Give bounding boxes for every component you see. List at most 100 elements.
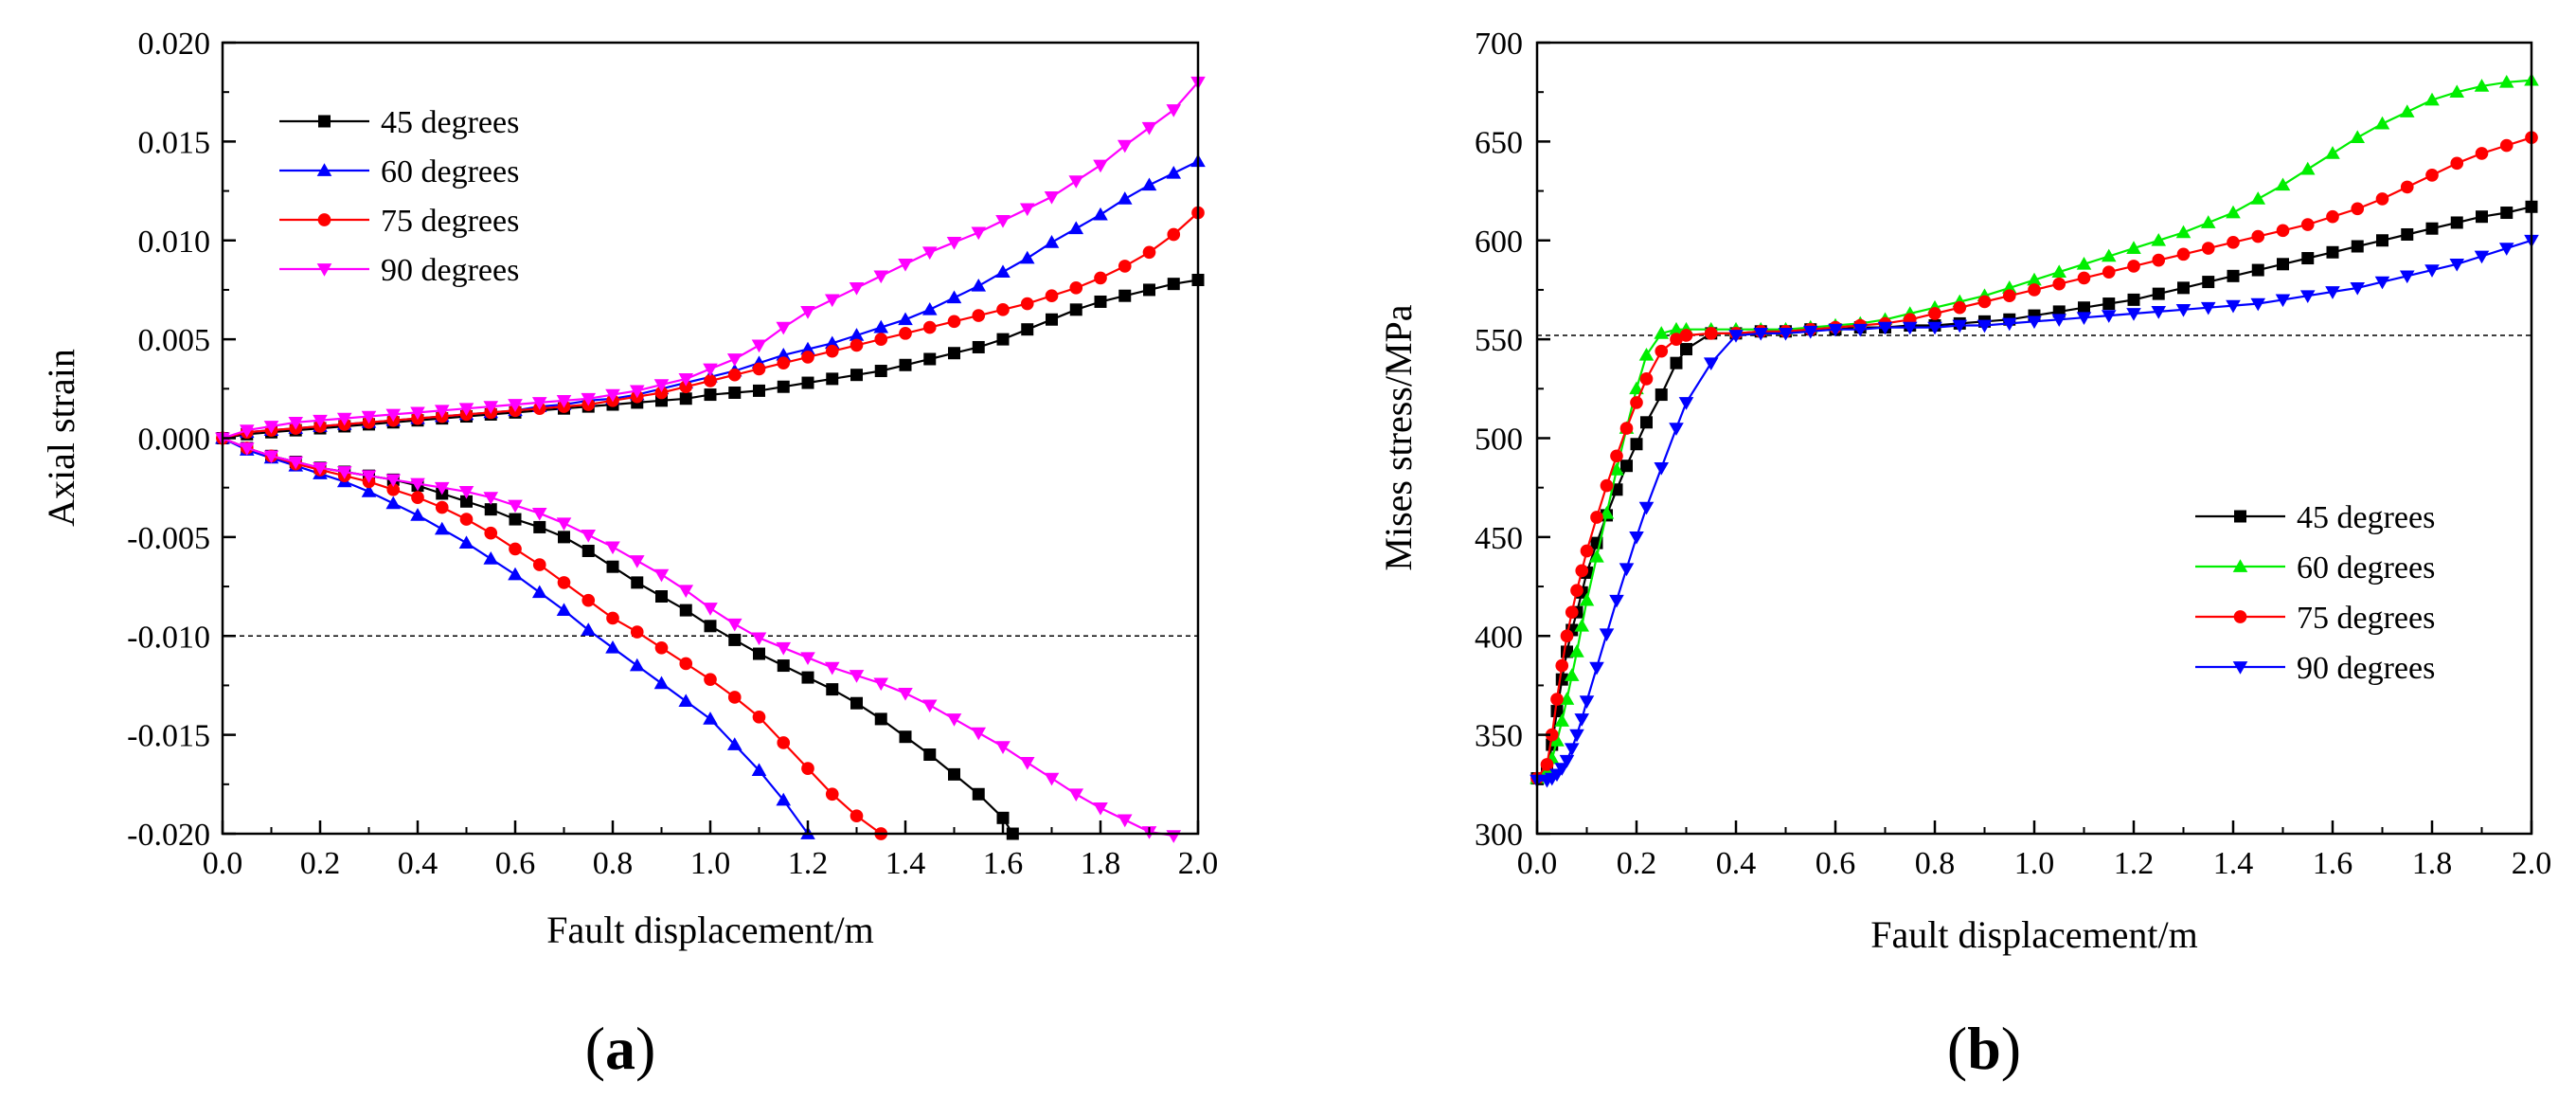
panel-a-series-3-point [1141,121,1157,135]
panel-a-x-tick-label: 0.2 [300,846,341,881]
panel-a-series-0-point [850,696,863,710]
panel-b-series-3-point [2226,299,2241,314]
panel-a-legend-label: 45 degrees [381,105,519,140]
panel-a-series-0-point [655,590,668,603]
panel-a-series-0-point [484,503,497,516]
panel-b-x-tick-label: 1.4 [2213,846,2254,881]
panel-a-label: (a) [585,1015,656,1082]
panel-a-legend-swatch-marker [316,263,332,277]
panel-a-series-2-point [1118,260,1132,273]
panel-a-series-0-point [509,513,522,526]
panel-a-series-0-point [1118,289,1132,302]
panel-a-series-0-point [777,659,790,673]
panel-b-series-0-point [2500,207,2513,220]
panel-a-series-0-point [606,560,619,573]
panel-b-series-3-point [1654,461,1670,476]
panel-a-series-3-point [751,632,767,646]
panel-a-series-2-point [704,374,717,387]
panel-a-series-3-point [921,246,938,261]
panel-a-series-3-point [873,270,889,284]
panel-a-series-3-point [849,282,865,296]
panel-b-ticks-layer: 0.0 0.2 0.4 0.6 0.8 1.0 1.2 1.4 1.6 1.8 2.0 300 350 4… [1475,27,2551,881]
panel-b-series-3-point [1638,501,1655,515]
panel-b-series-1-point [2424,92,2440,106]
panel-a-series-1-point [703,712,718,725]
panel-b-series-3-point [2474,250,2490,264]
panel-a-series-3-point [678,373,694,387]
panel-a-series-3-point [531,507,547,521]
panel-b-series-1-point [2299,161,2316,175]
panel-a-series-1-point [751,763,767,777]
panel-a-series-1-point [873,319,889,333]
panel-a-series-0-point [874,365,887,378]
panel-a-series-3-point [726,353,742,367]
panel-a-series-3-point [873,677,889,692]
panel-b-series-0-point [1630,438,1643,451]
panel-b-series-1-point [1574,619,1590,632]
panel-a-series-2-point [752,711,766,724]
panel-a-series-3-point [508,499,523,513]
panel-b-series-3-point [1828,323,1843,337]
panel-a-legend-item-2: 75 degrees [279,204,519,239]
panel-b-y-tick-label: 600 [1475,225,1523,260]
panel-a-series-3-point [703,603,718,616]
panel-b-series-2-point [1600,478,1614,493]
panel-b-series-1-point [2374,116,2390,130]
panel-b-series-3-point [1802,325,1818,339]
panel-b-series-0-point [2476,210,2488,224]
panel-b-series-3-point [1564,743,1580,757]
panel-a-series-3-point [508,399,523,412]
panel-a-series-3-point [458,403,474,416]
panel-b-series-1-point [2350,130,2366,144]
panel-a-series-3-point [1117,139,1133,153]
panel-b-series-1-point [1654,326,1670,339]
panel-a-series-0-point [704,620,717,633]
panel-a-x-tick-label: 1.8 [1081,846,1121,881]
panel-b-series-0-point [2202,276,2215,289]
panel-a-series-1-point [531,585,547,599]
panel-b-series-0-point [2102,297,2116,311]
panel-b-series-3-point [1902,321,1918,335]
panel-a-x-axis-label: Fault displacement/m [546,909,874,951]
panel-b-series-3-point [2424,264,2440,278]
panel-b-series-2-point [2176,247,2191,261]
panel-a-series-3-point [1044,190,1060,205]
panel-a-series-2-point [484,526,498,540]
panel-b-series-2-point [2002,289,2016,303]
panel-a-series-1-point [776,792,792,806]
panel-a-series-3-point [361,410,377,424]
panel-b-legend-item-2: 75 degrees [2195,601,2435,636]
panel-b-series-0-point [2425,222,2439,235]
panel-a-series-3-point [483,492,499,505]
panel-a-series-2-point [727,368,742,382]
panel-b-series-1-point [1549,733,1565,747]
panel-b-series-2-point [1928,307,1941,320]
panel-a-y-tick-label: -0.005 [127,521,210,556]
panel-a-series-1-point [898,312,913,326]
panel-b-series-2-point [1545,728,1559,742]
panel-b-series-2-point [1679,329,1693,342]
panel-b-series-2-point [1639,372,1654,386]
panel-a-label-letter: a [605,1015,635,1082]
panel-a-series-2-point [801,351,814,364]
panel-a-series-1-point [971,278,987,292]
panel-a-series-2-point [874,333,888,346]
panel-b-series-3-point [2325,286,2340,299]
panel-b-x-tick-label: 1.2 [2114,846,2155,881]
panel-b-series-2-point [2052,277,2066,291]
panel-a-series-3-point [556,394,572,408]
panel-a-series-3-point [1166,104,1182,117]
panel-b-series-0-point [1670,356,1683,369]
panel-b-series-3-point [2101,310,2117,323]
panel-a-series-0-point [996,333,1010,346]
panel-b: 0.0 0.2 0.4 0.6 0.8 1.0 1.2 1.4 1.6 1.8 2.0 300 350 4… [1377,27,2551,1082]
panel-b-plot-frame [1535,41,2533,836]
panel-b-legend-item-3: 90 degrees [2195,651,2435,686]
panel-a-series-3-point [946,713,962,727]
panel-b-series-3-point [2275,294,2291,308]
panel-b-series-1-point [1669,321,1684,335]
panel-b-series-2-point [2028,283,2041,297]
panel-a-y-tick-label: 0.015 [138,125,211,160]
panel-b-series-1-point [2076,257,2092,270]
panel-b-series-1-point [2027,272,2042,286]
